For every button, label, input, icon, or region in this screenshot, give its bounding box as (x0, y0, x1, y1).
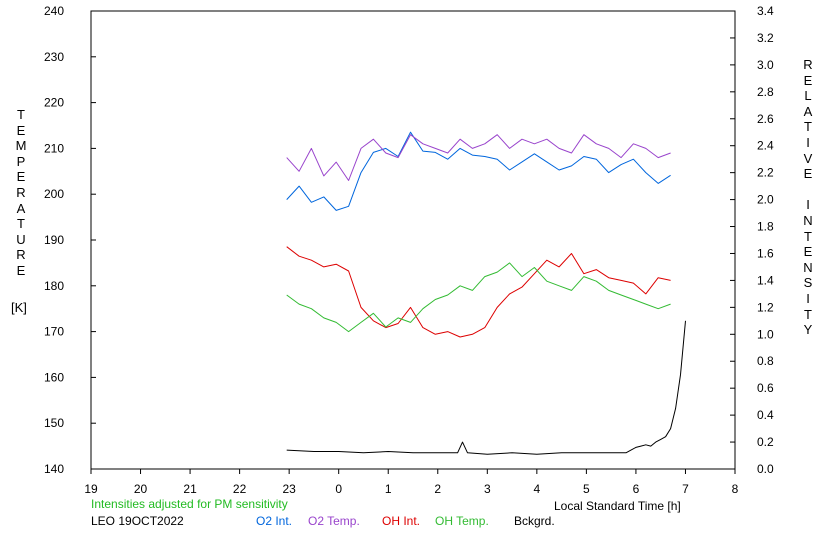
axis-label-letter: T (804, 228, 812, 244)
left-axis: 240 230 220 210 200 190 180 170 160 150 140 (44, 4, 96, 476)
axis-label-letter: P (16, 153, 26, 169)
tick-label-bottom: 1 (385, 482, 392, 496)
tick-label-right: 1.6 (757, 246, 774, 260)
tick-label-right: 0.0 (757, 462, 774, 476)
series-line-bckgrd (286, 320, 686, 455)
axis-label-letter: U (16, 231, 26, 247)
tick-label-right: 1.8 (757, 220, 774, 234)
axis-label-letter: E (803, 166, 813, 182)
axis-label-letter: A (803, 103, 813, 119)
tick-label-bottom: 5 (583, 482, 590, 496)
tick-label-right: 3.2 (757, 31, 774, 45)
tick-label-bottom: 20 (134, 482, 148, 496)
axis-label-letter: I (806, 134, 810, 150)
tick-label-bottom: 6 (633, 482, 640, 496)
axis-label-letter: E (803, 72, 813, 88)
tick-label-right: 0.6 (757, 381, 774, 395)
axis-label-letter: T (17, 216, 25, 232)
x-axis-title: Local Standard Time [h] (554, 499, 681, 513)
series-layer (286, 131, 686, 455)
axis-label-letter (798, 183, 818, 199)
tick-label-bottom: 3 (484, 482, 491, 496)
plot-frame (90, 10, 736, 470)
axis-label-letter: E (16, 169, 26, 185)
tick-label-bottom: 21 (183, 482, 197, 496)
legend-oh-temp: OH Temp. (435, 514, 489, 528)
tick-label-bottom: 19 (84, 482, 98, 496)
bottom-axis: 19 20 21 22 23 0 1 2 3 4 5 6 7 8 (84, 469, 739, 496)
axis-label-letter: R (803, 57, 813, 72)
tick-label-bottom: 23 (282, 482, 296, 496)
axis-label-letter: T (804, 306, 812, 322)
tick-label-right: 3.0 (757, 58, 774, 72)
tick-label-bottom: 8 (732, 482, 739, 496)
tick-label-right: 0.8 (757, 354, 774, 368)
tick-label-right: 2.0 (757, 193, 774, 207)
series-line-oh-temp (286, 262, 671, 333)
tick-label-left: 140 (44, 462, 64, 476)
tick-label-right: 1.4 (757, 273, 774, 287)
axis-label-letter: A (16, 200, 26, 216)
axis-label-letter: Y (803, 322, 813, 338)
tick-label-right: 2.4 (757, 139, 774, 153)
axis-label-letter: L (804, 88, 812, 104)
tick-label-left: 160 (44, 370, 64, 384)
series-line-o2-temp (286, 134, 671, 181)
axis-label-letter: I (806, 197, 810, 213)
y-axis-unit-left: [K] (11, 300, 27, 315)
tick-label-left: 150 (44, 416, 64, 430)
tick-label-right: 3.4 (757, 4, 774, 18)
tick-label-left: 180 (44, 279, 64, 293)
tick-label-right: 1.2 (757, 300, 774, 314)
axis-label-letter: E (16, 122, 26, 138)
tick-label-right: 2.2 (757, 166, 774, 180)
tick-label-bottom: 2 (434, 482, 441, 496)
tick-label-right: 2.8 (757, 85, 774, 99)
axis-label-letter: N (803, 212, 813, 228)
legend-o2-int: O2 Int. (256, 514, 293, 528)
legend-o2-temp: O2 Temp. (308, 514, 360, 528)
series-line-o2-int (286, 131, 671, 211)
axis-label-letter: N (803, 259, 813, 275)
axis-label-letter: E (16, 262, 26, 278)
legend-bckgrd: Bckgrd. (514, 514, 555, 528)
tick-label-left: 240 (44, 4, 64, 18)
axis-label-letter: S (803, 275, 813, 291)
tick-label-left: 230 (44, 50, 64, 64)
tick-label-bottom: 22 (233, 482, 247, 496)
chart-note: Intensities adjusted for PM sensitivity (91, 497, 288, 511)
axis-label-letter: T (804, 119, 812, 135)
tick-label-left: 170 (44, 325, 64, 339)
right-axis: 3.4 3.2 3.0 2.8 2.6 2.4 2.2 2.0 1.8 1.6 1.4 1.2 1.0 0… (730, 4, 774, 476)
axis-label-letter: V (803, 150, 813, 166)
axis-label-letter: M (15, 138, 27, 154)
tick-label-left: 190 (44, 233, 64, 247)
axis-label-letter: I (806, 290, 810, 306)
tick-label-left: 220 (44, 96, 64, 110)
legend-oh-int: OH Int. (382, 514, 421, 528)
tick-label-right: 0.4 (757, 408, 774, 422)
tick-label-bottom: 4 (534, 482, 541, 496)
station-date: LEO 19OCT2022 (91, 514, 184, 528)
axis-label-letter: R (16, 247, 26, 263)
tick-label-right: 2.6 (757, 112, 774, 126)
axis-label-letter: T (17, 107, 25, 122)
tick-label-left: 200 (44, 187, 64, 201)
axis-label-letter: E (803, 244, 813, 260)
axis-label-letter: R (16, 184, 26, 200)
series-line-oh-int (286, 246, 671, 338)
tick-label-right: 1.0 (757, 327, 774, 341)
tick-label-bottom: 7 (682, 482, 689, 496)
tick-label-right: 0.2 (757, 435, 774, 449)
tick-label-bottom: 0 (335, 482, 342, 496)
tick-label-left: 210 (44, 141, 64, 155)
